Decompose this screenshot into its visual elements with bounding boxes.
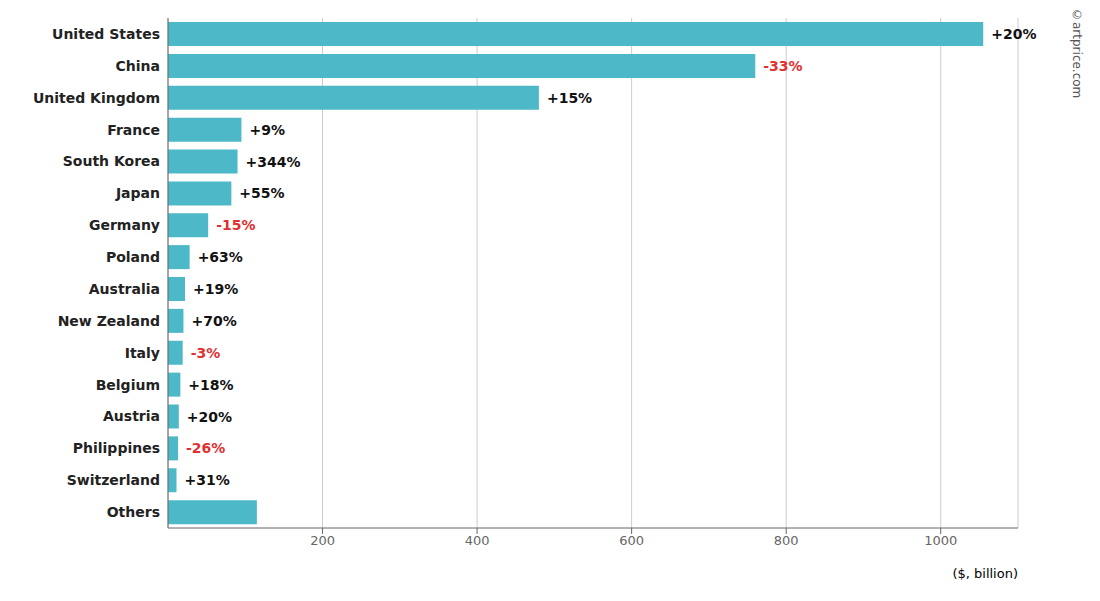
svg-text:France: France (107, 122, 160, 138)
svg-text:1000: 1000 (924, 533, 957, 548)
svg-text:+63%: +63% (198, 249, 243, 265)
svg-text:+20%: +20% (991, 26, 1036, 42)
svg-text:400: 400 (465, 533, 490, 548)
svg-text:Switzerland: Switzerland (67, 472, 160, 488)
svg-text:-3%: -3% (191, 345, 221, 361)
svg-text:($, billion): ($, billion) (952, 566, 1018, 581)
svg-text:Germany: Germany (89, 217, 160, 233)
svg-text:200: 200 (310, 533, 335, 548)
svg-text:Japan: Japan (115, 185, 160, 201)
svg-text:-26%: -26% (186, 440, 225, 456)
svg-text:-15%: -15% (216, 217, 255, 233)
svg-text:+55%: +55% (239, 185, 284, 201)
html-text:©artprice.com: ©artprice.com (1070, 8, 1084, 99)
svg-text:Philippines: Philippines (73, 440, 160, 456)
svg-text:China: China (116, 58, 160, 74)
svg-text:+20%: +20% (187, 409, 232, 425)
svg-text:Austria: Austria (103, 408, 160, 424)
svg-text:New Zealand: New Zealand (58, 313, 160, 329)
svg-text:800: 800 (774, 533, 799, 548)
svg-text:+70%: +70% (191, 313, 236, 329)
svg-text:Italy: Italy (125, 345, 160, 361)
svg-text:Australia: Australia (89, 281, 160, 297)
svg-text:+31%: +31% (185, 472, 230, 488)
svg-text:United Kingdom: United Kingdom (33, 90, 160, 106)
svg-text:600: 600 (619, 533, 644, 548)
svg-text:+9%: +9% (249, 122, 285, 138)
svg-text:United States: United States (52, 26, 160, 42)
svg-text:+18%: +18% (188, 377, 233, 393)
svg-text:South Korea: South Korea (63, 153, 160, 169)
svg-text:Poland: Poland (106, 249, 160, 265)
svg-text:+344%: +344% (246, 154, 301, 170)
svg-text:-33%: -33% (763, 58, 802, 74)
svg-text:Belgium: Belgium (96, 377, 160, 393)
svg-text:+15%: +15% (547, 90, 592, 106)
svg-text:Others: Others (107, 504, 160, 520)
svg-text:+19%: +19% (193, 281, 238, 297)
